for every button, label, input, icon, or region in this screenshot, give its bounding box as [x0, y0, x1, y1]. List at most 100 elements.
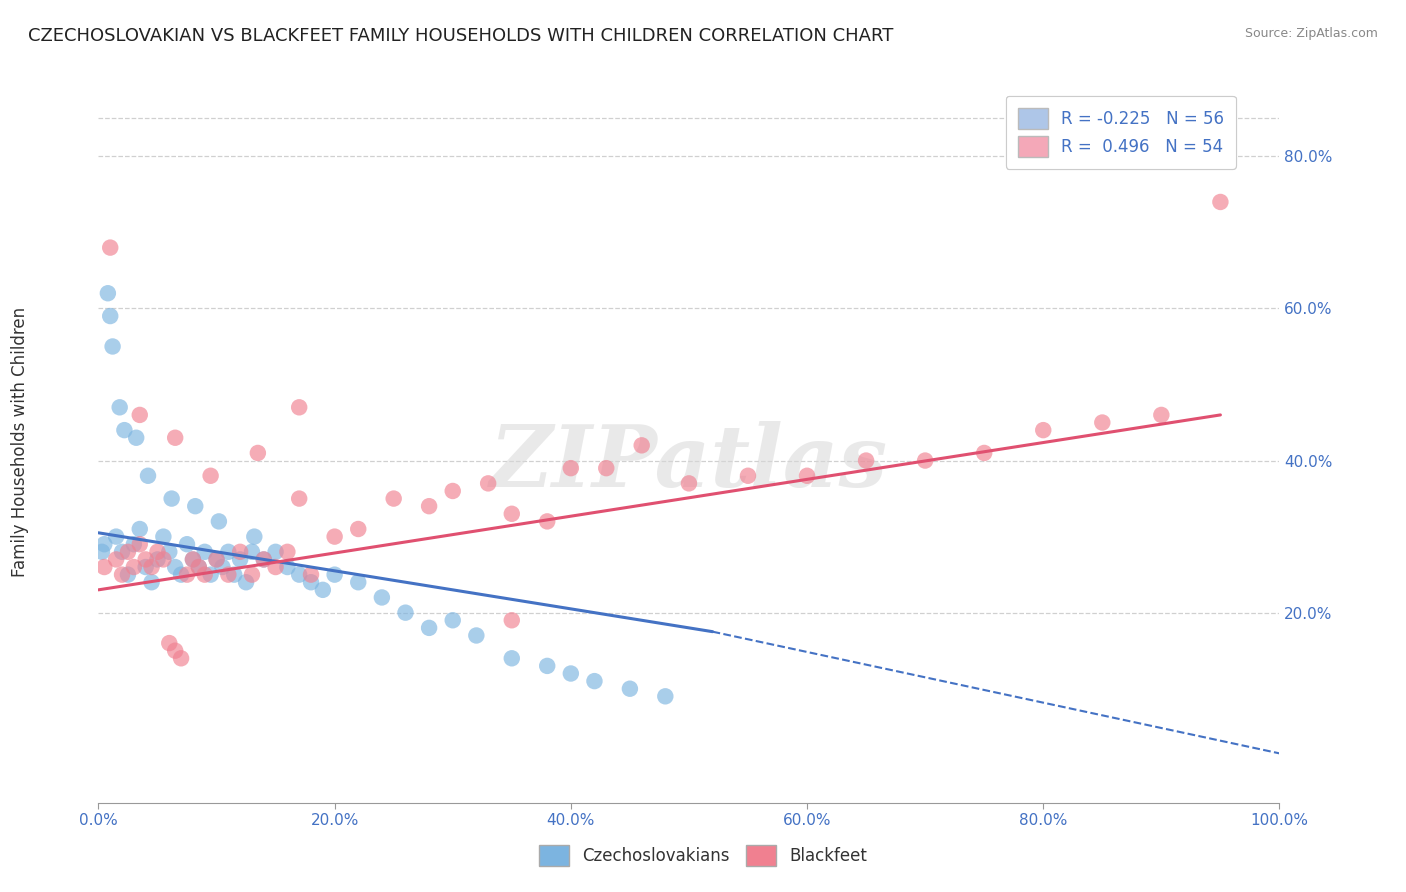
Point	[194, 567, 217, 582]
Point	[97, 286, 120, 301]
Point	[135, 560, 157, 574]
Point	[371, 591, 394, 605]
Point	[382, 491, 405, 506]
Point	[312, 582, 335, 597]
Point	[229, 545, 252, 559]
Point	[394, 606, 416, 620]
Point	[93, 560, 115, 574]
Point	[441, 613, 464, 627]
Text: Source: ZipAtlas.com: Source: ZipAtlas.com	[1244, 27, 1378, 40]
Point	[165, 643, 187, 657]
Point	[323, 530, 346, 544]
Point	[288, 491, 311, 506]
Point	[128, 537, 150, 551]
Point	[323, 567, 346, 582]
Point	[117, 545, 139, 559]
Point	[1032, 423, 1054, 437]
Point	[536, 515, 558, 529]
Point	[560, 666, 582, 681]
Point	[418, 621, 440, 635]
Point	[200, 468, 222, 483]
Point	[146, 552, 169, 566]
Point	[246, 446, 269, 460]
Legend: R = -0.225   N = 56, R =  0.496   N = 54: R = -0.225 N = 56, R = 0.496 N = 54	[1007, 95, 1236, 169]
Point	[122, 537, 145, 551]
Point	[288, 567, 311, 582]
Point	[678, 476, 700, 491]
Point	[200, 567, 222, 582]
Point	[146, 545, 169, 559]
Point	[299, 575, 322, 590]
Point	[288, 401, 311, 415]
Point	[619, 681, 641, 696]
Point	[418, 499, 440, 513]
Point	[135, 552, 157, 566]
Point	[128, 522, 150, 536]
Point	[111, 567, 134, 582]
Point	[187, 560, 209, 574]
Point	[181, 552, 204, 566]
Legend: Czechoslovakians, Blackfeet: Czechoslovakians, Blackfeet	[530, 837, 876, 875]
Point	[125, 431, 148, 445]
Point	[1091, 416, 1114, 430]
Point	[205, 552, 228, 566]
Point	[117, 567, 139, 582]
Point	[152, 530, 174, 544]
Point	[1209, 194, 1232, 209]
Point	[122, 560, 145, 574]
Point	[194, 545, 217, 559]
Point	[630, 438, 652, 452]
Point	[973, 446, 995, 460]
Point	[501, 613, 523, 627]
Point	[264, 560, 287, 574]
Point	[501, 651, 523, 665]
Point	[157, 545, 180, 559]
Point	[235, 575, 257, 590]
Point	[105, 530, 128, 544]
Point	[176, 537, 198, 551]
Point	[560, 461, 582, 475]
Point	[205, 552, 228, 566]
Point	[299, 567, 322, 582]
Point	[224, 567, 246, 582]
Point	[796, 468, 818, 483]
Point	[240, 545, 263, 559]
Point	[184, 499, 207, 513]
Point	[253, 552, 276, 566]
Point	[477, 476, 499, 491]
Point	[136, 468, 159, 483]
Point	[187, 560, 209, 574]
Point	[141, 560, 163, 574]
Point	[98, 309, 121, 323]
Point	[170, 567, 193, 582]
Point	[276, 545, 298, 559]
Point	[276, 560, 298, 574]
Text: CZECHOSLOVAKIAN VS BLACKFEET FAMILY HOUSEHOLDS WITH CHILDREN CORRELATION CHART: CZECHOSLOVAKIAN VS BLACKFEET FAMILY HOUS…	[28, 27, 893, 45]
Text: ZIPatlas: ZIPatlas	[489, 421, 889, 505]
Point	[217, 567, 239, 582]
Point	[152, 552, 174, 566]
Point	[165, 431, 187, 445]
Point	[128, 408, 150, 422]
Point	[112, 423, 135, 437]
Point	[91, 545, 114, 559]
Point	[253, 552, 276, 566]
Point	[243, 530, 266, 544]
Point	[108, 401, 131, 415]
Point	[347, 575, 370, 590]
Point	[165, 560, 187, 574]
Point	[141, 575, 163, 590]
Point	[914, 453, 936, 467]
Point	[98, 241, 121, 255]
Point	[170, 651, 193, 665]
Point	[157, 636, 180, 650]
Point	[208, 515, 231, 529]
Point	[160, 491, 183, 506]
Point	[217, 545, 239, 559]
Point	[654, 690, 676, 704]
Point	[595, 461, 617, 475]
Point	[229, 552, 252, 566]
Point	[101, 339, 124, 353]
Point	[211, 560, 233, 574]
Point	[105, 552, 128, 566]
